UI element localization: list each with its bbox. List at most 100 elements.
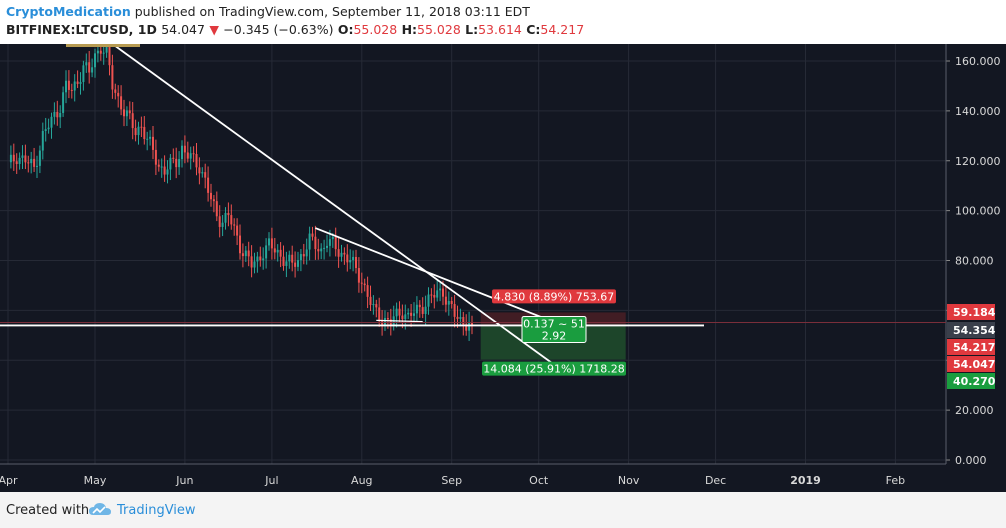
chart-area[interactable]: 0.00020.00040.00060.00080.000100.000120.… — [0, 44, 1006, 492]
candle-body — [111, 65, 114, 90]
candle-body — [407, 312, 410, 315]
candle-body — [233, 224, 236, 226]
candle-body — [27, 162, 30, 164]
candle-body — [265, 245, 268, 259]
candle-body — [131, 113, 134, 129]
support-segment — [376, 319, 423, 323]
x-tick-label: 2019 — [790, 474, 821, 487]
candle-body — [291, 254, 294, 263]
candle-body — [311, 233, 314, 237]
candle-body — [459, 317, 462, 319]
candle-body — [76, 81, 79, 84]
candle-body — [224, 212, 227, 223]
created-with-text: Created with — [6, 503, 90, 518]
last-price: 54.047 — [161, 22, 205, 37]
candle-body — [114, 89, 117, 93]
candle-body — [12, 154, 15, 162]
price-chart[interactable]: 0.00020.00040.00060.00080.000100.000120.… — [0, 44, 1006, 492]
footer: Created with TradingView — [0, 492, 1006, 528]
low-value: 53.614 — [478, 22, 522, 37]
candle-body — [210, 192, 212, 200]
candle-body — [308, 233, 311, 250]
tradingview-cloud-icon — [89, 503, 111, 515]
y-tick-label: 160.000 — [955, 55, 1001, 68]
candle-body — [375, 304, 378, 308]
candle-body — [447, 301, 450, 305]
publish-info: CryptoMedication published on TradingVie… — [6, 4, 530, 19]
candle-body — [198, 167, 201, 174]
candle-body — [9, 154, 12, 163]
candle-body — [125, 110, 128, 117]
candle-body — [227, 212, 230, 216]
candle-body — [462, 317, 465, 325]
candle-body — [181, 145, 183, 160]
candle-body — [18, 157, 21, 164]
candle-body — [413, 313, 415, 316]
stop-label-box — [492, 289, 616, 304]
down-arrow-icon: ▼ — [209, 22, 219, 37]
candle-body — [456, 316, 459, 319]
candle-body — [73, 81, 76, 91]
candle-body — [384, 318, 386, 325]
candle-body — [38, 150, 41, 166]
candle-body — [105, 45, 108, 53]
symbol-label: BITFINEX:LTCUSD, 1D — [6, 22, 157, 37]
x-tick-label: Dec — [705, 474, 726, 487]
candle-body — [415, 304, 418, 314]
candle-body — [53, 111, 56, 117]
candle-body — [154, 149, 157, 165]
candle-body — [320, 248, 323, 252]
candle-body — [117, 92, 120, 97]
candle-body — [421, 307, 424, 314]
candle-body — [450, 301, 453, 305]
candle-body — [215, 201, 218, 217]
candle-body — [436, 290, 439, 298]
candle-body — [401, 315, 404, 320]
candle-body — [352, 256, 355, 261]
y-tick-label: 80.000 — [955, 255, 994, 268]
candle-body — [41, 131, 44, 151]
candle-body — [21, 155, 24, 158]
position-center-label: 0.137 ~ 51 — [523, 317, 585, 330]
candle-body — [366, 285, 369, 297]
author-link[interactable]: CryptoMedication — [6, 4, 131, 19]
candle-body — [355, 256, 357, 269]
target-label-box — [482, 361, 626, 376]
candle-body — [268, 238, 270, 246]
candle-body — [221, 222, 224, 227]
candle-body — [299, 254, 302, 261]
candle-body — [424, 306, 427, 314]
candle-body — [120, 96, 123, 110]
y-tick-label: 140.000 — [955, 105, 1001, 118]
candle-body — [172, 157, 175, 159]
candle-body — [276, 249, 279, 253]
candle-body — [256, 256, 259, 262]
candle-body — [357, 268, 360, 283]
candle-body — [149, 136, 152, 139]
price-tag — [947, 322, 995, 338]
candle-body — [82, 65, 85, 82]
x-tick-label: Jul — [264, 474, 278, 487]
price-tag — [947, 356, 995, 372]
high-label: H: — [401, 22, 418, 37]
x-tick-label: Sep — [441, 474, 462, 487]
trendline-major — [114, 45, 563, 371]
open-value: 55.028 — [353, 22, 398, 37]
candle-body — [331, 236, 334, 240]
price-change: −0.345 (−0.63%) — [223, 22, 334, 37]
close-value: 54.217 — [540, 22, 585, 37]
candle-body — [465, 324, 468, 331]
x-tick-label: Aug — [351, 474, 372, 487]
candle-body — [204, 172, 207, 178]
candle-body — [250, 256, 253, 268]
x-tick-label: Jun — [175, 474, 193, 487]
tradingview-link[interactable]: TradingView — [117, 503, 196, 518]
candle-body — [372, 304, 375, 306]
candle-body — [67, 80, 70, 90]
price-tag — [947, 339, 995, 355]
y-tick-label: 100.000 — [955, 205, 1001, 218]
candle-body — [305, 249, 308, 257]
candle-body — [108, 45, 111, 66]
price-tag-label: 54.047 — [953, 358, 995, 371]
candle-body — [178, 159, 181, 168]
